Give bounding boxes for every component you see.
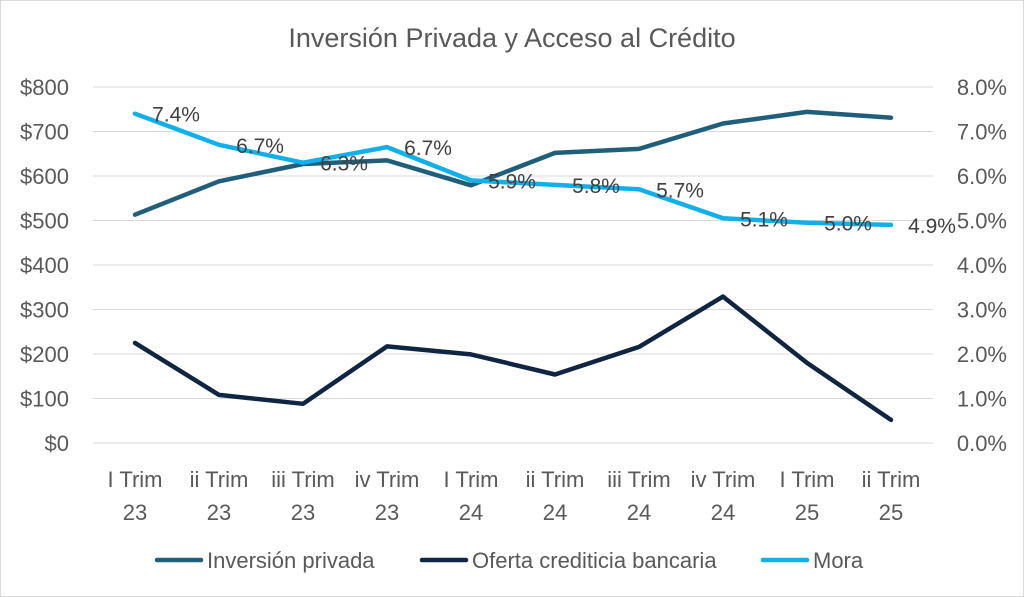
right-tick-label: 2.0% bbox=[957, 342, 1007, 367]
right-tick-label: 7.0% bbox=[957, 120, 1007, 145]
left-tick-label: $700 bbox=[20, 120, 69, 145]
x-tick-label: I Trim 25 bbox=[780, 467, 835, 525]
x-tick-line: 24 bbox=[711, 500, 735, 525]
left-tick-label: $300 bbox=[20, 298, 69, 323]
x-tick-line: 25 bbox=[795, 500, 819, 525]
x-tick-label: I Trim 23 bbox=[108, 467, 163, 525]
x-tick-line: iv Trim bbox=[355, 467, 420, 492]
mora-data-label: 5.9% bbox=[488, 170, 536, 193]
x-tick-label: ii Trim 25 bbox=[862, 467, 921, 525]
x-tick-line: I Trim bbox=[780, 467, 835, 492]
legend-item: Mora bbox=[760, 548, 864, 573]
x-tick-label: iv Trim 23 bbox=[355, 467, 420, 525]
mora-data-label: 5.0% bbox=[824, 213, 872, 236]
left-axis-ticks: $0 $100 $200 $300 $400 $500 $600 $700 $800 bbox=[20, 75, 69, 456]
x-tick-label: I Trim 24 bbox=[444, 467, 499, 525]
left-tick-label: $200 bbox=[20, 342, 69, 367]
x-tick-line: iii Trim bbox=[607, 467, 671, 492]
x-tick-line: iii Trim bbox=[271, 467, 335, 492]
x-tick-line: 23 bbox=[207, 500, 231, 525]
mora-data-label: 6.7% bbox=[236, 135, 284, 158]
right-tick-label: 3.0% bbox=[957, 298, 1007, 323]
left-tick-label: $500 bbox=[20, 209, 69, 234]
left-tick-label: $400 bbox=[20, 253, 69, 278]
x-tick-line: 24 bbox=[459, 500, 483, 525]
x-tick-label: iv Trim 24 bbox=[691, 467, 756, 525]
mora-data-label: 6.7% bbox=[404, 137, 452, 160]
right-tick-label: 0.0% bbox=[957, 431, 1007, 456]
left-tick-label: $800 bbox=[20, 75, 69, 100]
x-tick-label: ii Trim 23 bbox=[190, 467, 249, 525]
x-tick-line: ii Trim bbox=[526, 467, 585, 492]
chart-title: Inversión Privada y Acceso al Crédito bbox=[288, 23, 735, 53]
mora-data-label: 7.4% bbox=[152, 104, 200, 127]
legend-label: Inversión privada bbox=[207, 548, 375, 573]
x-tick-line: ii Trim bbox=[862, 467, 921, 492]
x-tick-label: iii Trim 23 bbox=[271, 467, 335, 525]
x-tick-line: iv Trim bbox=[691, 467, 756, 492]
left-tick-label: $600 bbox=[20, 164, 69, 189]
mora-data-label: 5.8% bbox=[572, 175, 620, 198]
legend: Inversión privada Oferta crediticia banca… bbox=[154, 548, 864, 573]
left-tick-label: $0 bbox=[45, 431, 69, 456]
x-tick-label: iii Trim 24 bbox=[607, 467, 671, 525]
right-tick-label: 8.0% bbox=[957, 75, 1007, 100]
right-tick-label: 4.0% bbox=[957, 253, 1007, 278]
mora-data-label: 4.9% bbox=[908, 215, 956, 238]
legend-label: Oferta crediticia bancaria bbox=[472, 548, 717, 573]
x-tick-line: 25 bbox=[879, 500, 903, 525]
mora-data-label: 6.3% bbox=[320, 153, 368, 176]
left-tick-label: $100 bbox=[20, 387, 69, 412]
x-tick-line: 24 bbox=[543, 500, 567, 525]
right-tick-label: 1.0% bbox=[957, 387, 1007, 412]
x-tick-line: ii Trim bbox=[190, 467, 249, 492]
x-tick-label: ii Trim 24 bbox=[526, 467, 585, 525]
right-axis-ticks: 0.0% 1.0% 2.0% 3.0% 4.0% 5.0% 6.0% 7.0% 8.0% bbox=[957, 75, 1007, 456]
mora-data-label: 5.1% bbox=[740, 208, 788, 231]
x-tick-line: 24 bbox=[627, 500, 651, 525]
data-labels: 7.4% 6.7% 6.3% 6.7% 5.9% 5.8% 5.7% 5.1% 5.0% 4.9% bbox=[152, 104, 956, 238]
right-tick-label: 6.0% bbox=[957, 164, 1007, 189]
series-line-mora bbox=[132, 111, 894, 228]
right-tick-label: 5.0% bbox=[957, 209, 1007, 234]
series-line-oferta-crediticia-bancaria bbox=[132, 294, 894, 423]
series-line-inversion-privada bbox=[132, 109, 894, 217]
mora-data-label: 5.7% bbox=[656, 179, 704, 202]
x-tick-line: 23 bbox=[291, 500, 315, 525]
x-tick-line: I Trim bbox=[108, 467, 163, 492]
x-tick-line: 23 bbox=[123, 500, 147, 525]
legend-label: Mora bbox=[813, 548, 864, 573]
x-tick-line: I Trim bbox=[444, 467, 499, 492]
gridlines bbox=[93, 86, 933, 444]
series-lines bbox=[132, 109, 894, 423]
legend-item: Inversión privada bbox=[154, 548, 375, 573]
legend-item: Oferta crediticia bancaria bbox=[419, 548, 717, 573]
x-tick-line: 23 bbox=[375, 500, 399, 525]
